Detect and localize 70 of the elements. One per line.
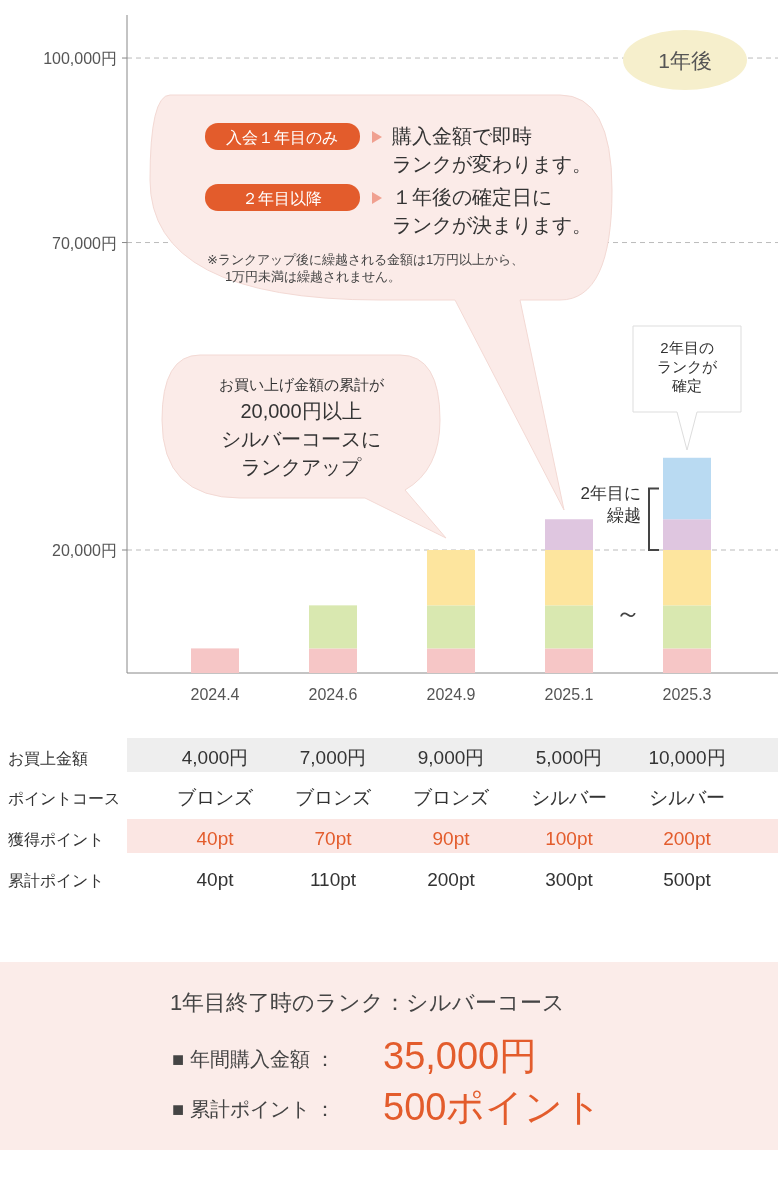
text: 4,000円 [181, 747, 249, 768]
bar [545, 550, 593, 606]
text: 70pt [314, 828, 353, 849]
annotation: ランクが変わります。 [392, 153, 592, 175]
bar [663, 550, 711, 606]
bar [545, 519, 593, 551]
text: ■ 年間購入金額 ： [172, 1048, 336, 1070]
annotation: 2年目の [660, 339, 714, 356]
text: ブロンズ [177, 787, 254, 808]
annotation: 確定 [671, 377, 702, 394]
bar [663, 519, 711, 551]
x-tick-label: 2025.3 [662, 686, 712, 703]
annotation: ランクが [657, 358, 718, 375]
bar [309, 605, 357, 649]
text: 40pt [196, 828, 235, 849]
annotation: 購入金額で即時 [392, 125, 532, 147]
y-tick-label: 20,000円 [52, 542, 117, 560]
annotation: 入会１年目のみ [226, 129, 338, 146]
text: 500pt [663, 869, 712, 890]
text: 90pt [432, 828, 471, 849]
annotation: シルバーコースに [221, 428, 381, 450]
bar [309, 648, 357, 673]
annotation: 1万円未満は繰越されません。 [225, 269, 402, 284]
text: 累計ポイント [8, 872, 104, 889]
bar [545, 605, 593, 649]
text: シルバー [531, 787, 607, 808]
y-tick-label: 100,000円 [43, 50, 117, 68]
annotation: １年後の確定日に [392, 186, 552, 208]
bar [663, 457, 711, 520]
text: 110pt [309, 869, 357, 890]
text: 40pt [196, 869, 235, 890]
text: 5,000円 [535, 747, 603, 768]
annotation: ２年目以降 [242, 190, 322, 207]
text: 獲得ポイント [8, 831, 104, 848]
annotation: ランクアップ [241, 456, 362, 478]
text: お買上金額 [8, 750, 88, 767]
text: 35,000円 [383, 1035, 538, 1077]
bar [427, 550, 475, 606]
text: シルバー [649, 787, 725, 808]
text: 200pt [663, 828, 712, 849]
annotation: ランクが決まります。 [392, 214, 592, 236]
text: 100pt [545, 828, 594, 849]
annotation: 2年目に繰越 [580, 484, 641, 526]
y-tick-label: 70,000円 [52, 234, 117, 252]
text: 10,000円 [648, 747, 726, 768]
bar [663, 648, 711, 673]
text: ■ 累計ポイント ： [172, 1098, 336, 1120]
bar [427, 605, 475, 649]
annotation: ～ [615, 598, 641, 628]
text: ブロンズ [413, 787, 490, 808]
x-tick-label: 2024.9 [426, 686, 476, 703]
text: 9,000円 [417, 747, 485, 768]
text: 300pt [545, 869, 594, 890]
bar [663, 605, 711, 649]
text: 7,000円 [299, 747, 367, 768]
bar [545, 648, 593, 673]
text: ポイントコース [8, 790, 120, 807]
annotation: お買い上げ金額の累計が [218, 376, 385, 393]
annotation: 1年後 [658, 49, 712, 72]
x-tick-label: 2024.4 [190, 686, 240, 703]
text: 1年目終了時のランク：シルバーコース [170, 990, 566, 1015]
text: ブロンズ [295, 787, 372, 808]
x-tick-label: 2025.1 [544, 686, 594, 703]
annotation: ※ランクアップ後に繰越される金額は1万円以上から、 [207, 252, 525, 267]
annotation: 20,000円以上 [240, 400, 362, 422]
text: 200pt [427, 869, 476, 890]
bar [191, 648, 239, 673]
text: 500ポイント [383, 1086, 603, 1128]
bar [427, 648, 475, 673]
x-tick-label: 2024.6 [308, 686, 358, 703]
